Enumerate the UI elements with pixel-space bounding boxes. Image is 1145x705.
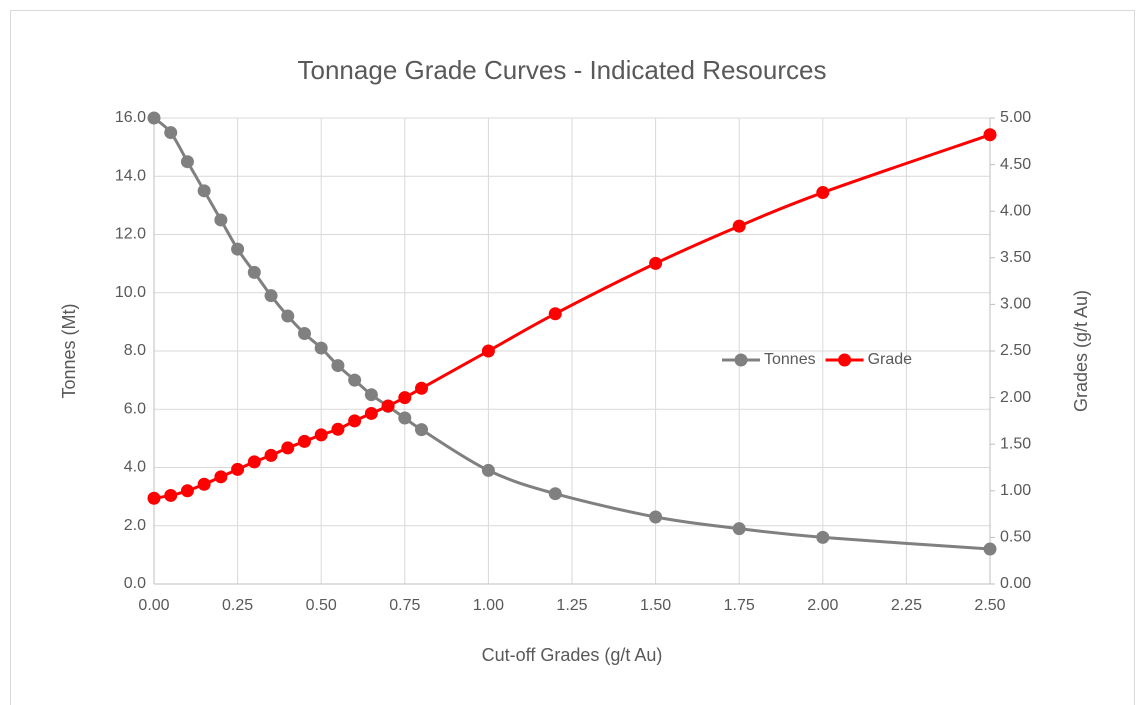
- x-tick-label: 2.50: [974, 597, 1005, 614]
- y2-tick-label: 1.50: [1000, 435, 1031, 452]
- y2-tick-label: 3.50: [1000, 249, 1031, 266]
- x-tick-label: 0.00: [138, 597, 169, 614]
- point: [180, 484, 194, 498]
- y-tick-label: 16.0: [115, 109, 146, 126]
- point: [147, 491, 161, 505]
- point: [364, 406, 378, 420]
- point: [264, 448, 278, 462]
- legend-swatch-marker: [734, 353, 748, 367]
- legend-label: Grade: [868, 351, 913, 368]
- point: [348, 414, 362, 428]
- y-axis-title: Tonnes (Mt): [59, 303, 79, 398]
- point: [364, 388, 378, 402]
- point: [381, 399, 395, 413]
- y-tick-label: 10.0: [115, 284, 146, 301]
- point: [197, 184, 211, 198]
- point: [348, 373, 362, 387]
- point: [264, 289, 278, 303]
- point: [231, 462, 245, 476]
- legend-swatch-marker: [838, 353, 852, 367]
- point: [314, 428, 328, 442]
- point: [247, 265, 261, 279]
- point: [281, 309, 295, 323]
- y2-tick-label: 1.00: [1000, 482, 1031, 499]
- y2-tick-label: 2.50: [1000, 342, 1031, 359]
- point: [481, 463, 495, 477]
- x-tick-label: 2.25: [891, 597, 922, 614]
- x-tick-label: 2.00: [807, 597, 838, 614]
- y2-tick-label: 4.00: [1000, 202, 1031, 219]
- point: [281, 441, 295, 455]
- point: [214, 213, 228, 227]
- y-tick-label: 14.0: [115, 167, 146, 184]
- point: [164, 126, 178, 140]
- y-tick-label: 2.0: [124, 517, 146, 534]
- point: [197, 477, 211, 491]
- point: [649, 256, 663, 270]
- point: [481, 344, 495, 358]
- y2-tick-label: 0.00: [1000, 575, 1031, 592]
- point: [164, 488, 178, 502]
- x-tick-label: 0.75: [389, 597, 420, 614]
- y-tick-label: 0.0: [124, 575, 146, 592]
- point: [548, 487, 562, 501]
- point: [732, 219, 746, 233]
- y-tick-label: 12.0: [115, 226, 146, 243]
- point: [649, 510, 663, 524]
- x-axis-title: Cut-off Grades (g/t Au): [482, 645, 663, 665]
- y2-tick-label: 5.00: [1000, 109, 1031, 126]
- point: [247, 455, 261, 469]
- x-tick-label: 1.50: [640, 597, 671, 614]
- point: [816, 186, 830, 200]
- x-tick-label: 0.25: [222, 597, 253, 614]
- point: [180, 155, 194, 169]
- y-tick-label: 6.0: [124, 400, 146, 417]
- point: [314, 341, 328, 355]
- y2-tick-label: 0.50: [1000, 529, 1031, 546]
- y2-tick-label: 4.50: [1000, 156, 1031, 173]
- point: [231, 242, 245, 256]
- point: [548, 307, 562, 321]
- point: [983, 542, 997, 556]
- point: [147, 111, 161, 125]
- x-tick-label: 1.75: [724, 597, 755, 614]
- point: [415, 423, 429, 437]
- x-tick-label: 1.00: [473, 597, 504, 614]
- point: [398, 391, 412, 405]
- point: [732, 522, 746, 536]
- x-tick-label: 1.25: [556, 597, 587, 614]
- point: [331, 359, 345, 373]
- point: [297, 434, 311, 448]
- y-tick-label: 8.0: [124, 342, 146, 359]
- point: [415, 381, 429, 395]
- point: [816, 530, 830, 544]
- y2-tick-label: 2.00: [1000, 389, 1031, 406]
- point: [331, 422, 345, 436]
- point: [214, 470, 228, 484]
- point: [297, 327, 311, 341]
- y2-axis-title: Grades (g/t Au): [1071, 290, 1091, 412]
- y2-tick-label: 3.00: [1000, 296, 1031, 313]
- point: [983, 128, 997, 142]
- legend-label: Tonnes: [764, 351, 816, 368]
- x-tick-label: 0.50: [306, 597, 337, 614]
- chart-title: Tonnage Grade Curves - Indicated Resourc…: [298, 55, 827, 85]
- y-tick-label: 4.0: [124, 459, 146, 476]
- point: [398, 411, 412, 425]
